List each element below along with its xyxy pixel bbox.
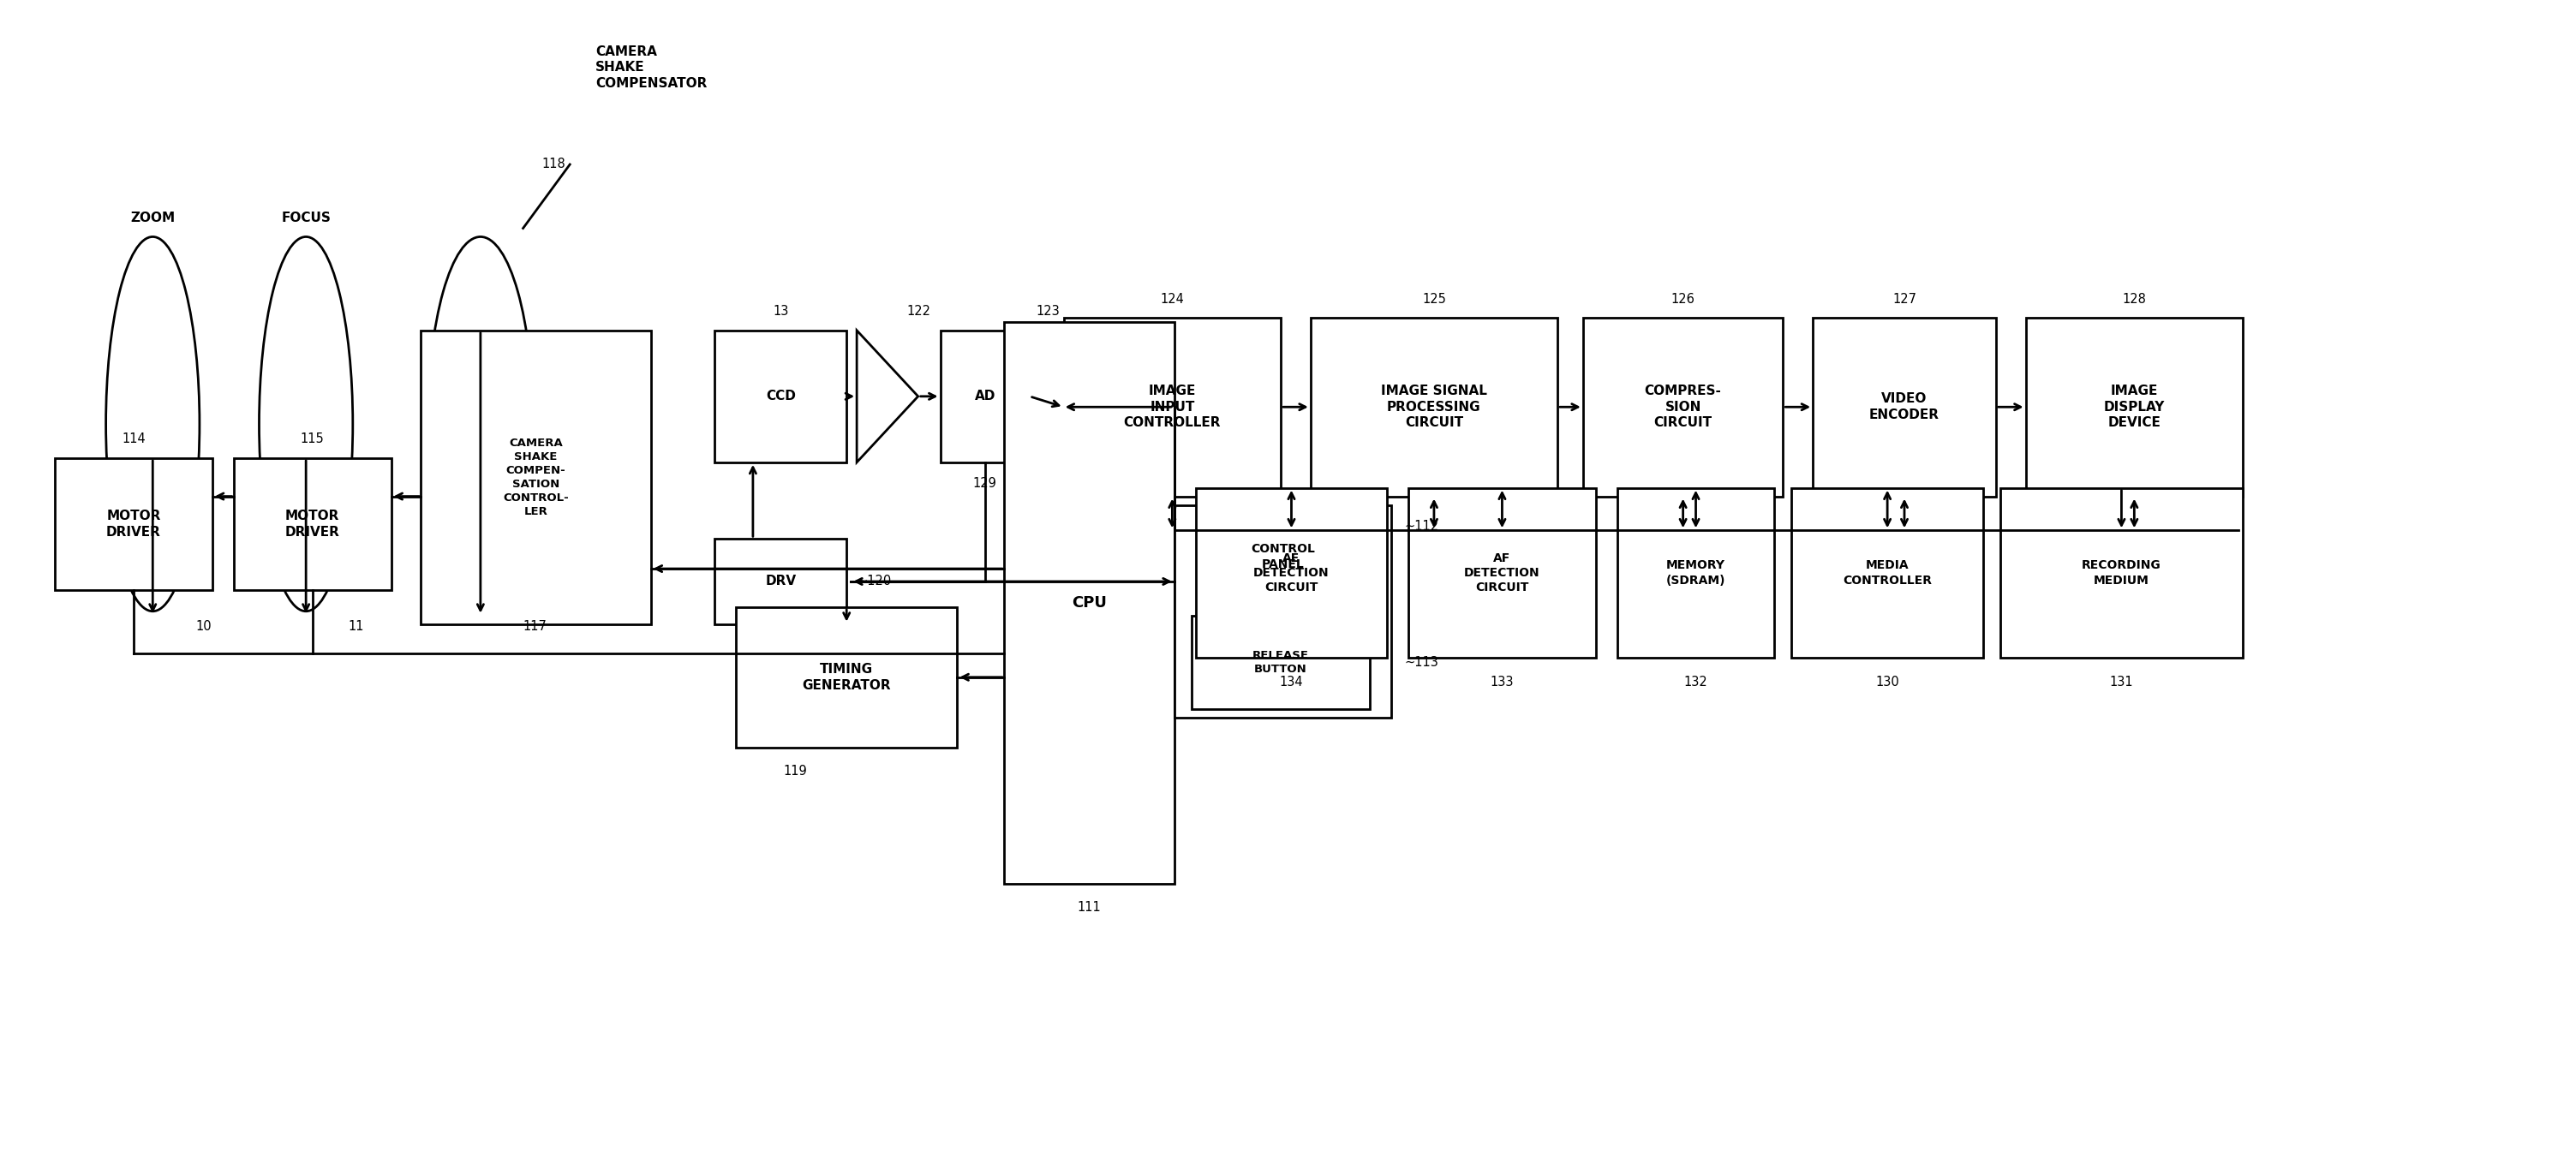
Text: 115: 115 (301, 433, 325, 445)
Text: ~113: ~113 (1404, 656, 1437, 669)
Bar (1999, 488, 2244, 658)
Text: COMPRES-
SION
CIRCUIT: COMPRES- SION CIRCUIT (1643, 384, 1721, 429)
Text: IMAGE
DISPLAY
DEVICE: IMAGE DISPLAY DEVICE (2105, 384, 2164, 429)
Bar (1584, 318, 1783, 496)
Text: IMAGE
INPUT
CONTROLLER: IMAGE INPUT CONTROLLER (1123, 384, 1221, 429)
Bar (1814, 318, 1996, 496)
Polygon shape (858, 330, 917, 463)
Text: CCD: CCD (765, 390, 796, 403)
Text: 127: 127 (1893, 292, 1917, 305)
Text: 133: 133 (1492, 676, 1515, 688)
Text: 126: 126 (1672, 292, 1695, 305)
Text: 128: 128 (2123, 292, 2146, 305)
Text: VIDEO
ENCODER: VIDEO ENCODER (1870, 392, 1940, 421)
Ellipse shape (106, 237, 198, 611)
Bar (234, 458, 392, 590)
Bar (714, 330, 848, 463)
Bar (940, 330, 1030, 463)
Text: 117: 117 (523, 619, 546, 633)
Text: 134: 134 (1280, 676, 1303, 688)
Text: 125: 125 (1422, 292, 1445, 305)
Text: DRV: DRV (765, 576, 796, 588)
Text: FOCUS: FOCUS (281, 211, 330, 224)
Text: 111: 111 (1077, 901, 1100, 914)
Text: ~112: ~112 (1404, 520, 1437, 533)
Bar (1064, 318, 1280, 496)
Bar (1618, 488, 1775, 658)
Text: 124: 124 (1159, 292, 1185, 305)
Text: ~120: ~120 (858, 576, 891, 588)
Text: IMAGE SIGNAL
PROCESSING
CIRCUIT: IMAGE SIGNAL PROCESSING CIRCUIT (1381, 384, 1486, 429)
Text: 129: 129 (974, 478, 997, 490)
Text: 11: 11 (348, 619, 363, 633)
Text: 119: 119 (783, 764, 806, 778)
Ellipse shape (260, 237, 353, 611)
Text: MEMORY
(SDRAM): MEMORY (SDRAM) (1667, 559, 1726, 586)
Text: AF
DETECTION
CIRCUIT: AF DETECTION CIRCUIT (1463, 552, 1540, 594)
Text: RECORDING
MEDIUM: RECORDING MEDIUM (2081, 559, 2161, 586)
Text: 114: 114 (121, 433, 144, 445)
Bar (54, 458, 211, 590)
Text: TIMING
GENERATOR: TIMING GENERATOR (801, 663, 891, 692)
Text: MOTOR
DRIVER: MOTOR DRIVER (106, 510, 160, 539)
Text: AE
DETECTION
CIRCUIT: AE DETECTION CIRCUIT (1255, 552, 1329, 594)
Text: 10: 10 (196, 619, 211, 633)
Text: 123: 123 (1036, 305, 1061, 318)
Bar (1005, 322, 1175, 884)
Text: RELEASE
BUTTON: RELEASE BUTTON (1252, 650, 1309, 674)
Bar (1190, 616, 1370, 709)
Bar (1790, 488, 1984, 658)
Bar (1195, 488, 1388, 658)
Bar (737, 607, 958, 747)
Text: MEDIA
CONTROLLER: MEDIA CONTROLLER (1842, 559, 1932, 586)
Bar (1409, 488, 1595, 658)
Text: AD: AD (974, 390, 994, 403)
Text: 118: 118 (541, 158, 567, 170)
Bar (2025, 318, 2244, 496)
Text: CAMERA
SHAKE
COMPENSATOR: CAMERA SHAKE COMPENSATOR (595, 45, 706, 90)
Text: 132: 132 (1685, 676, 1708, 688)
Ellipse shape (428, 237, 533, 611)
Text: 131: 131 (2110, 676, 2133, 688)
Bar (714, 539, 848, 624)
Text: 130: 130 (1875, 676, 1899, 688)
Bar (1175, 505, 1391, 717)
Text: 122: 122 (907, 305, 930, 318)
Bar (420, 330, 652, 624)
Text: ZOOM: ZOOM (131, 211, 175, 224)
Text: CPU: CPU (1072, 595, 1108, 610)
Text: CAMERA
SHAKE
COMPEN-
SATION
CONTROL-
LER: CAMERA SHAKE COMPEN- SATION CONTROL- LER (502, 437, 569, 517)
Text: 13: 13 (773, 305, 788, 318)
Text: MOTOR
DRIVER: MOTOR DRIVER (286, 510, 340, 539)
Text: CONTROL
PANEL: CONTROL PANEL (1252, 543, 1314, 570)
Bar (1311, 318, 1558, 496)
